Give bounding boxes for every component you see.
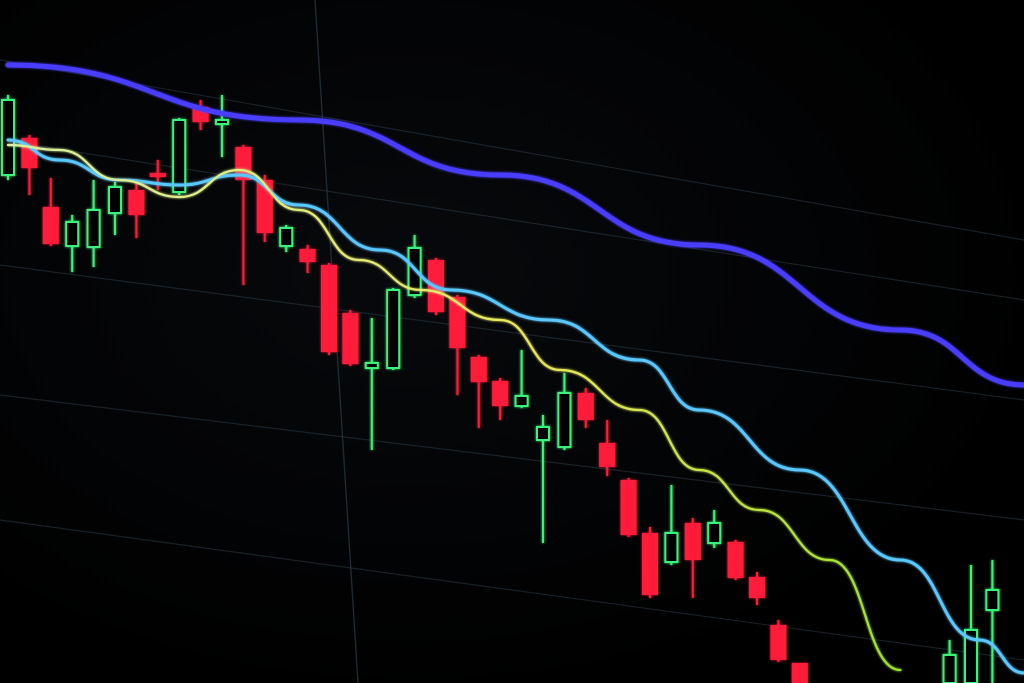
candle-body	[727, 542, 744, 578]
grid-line-horizontal	[0, 394, 1024, 521]
candle-body	[684, 523, 701, 560]
candle-body	[108, 186, 122, 214]
candle-body	[599, 443, 616, 467]
candle-up	[942, 640, 957, 683]
grid-line-horizontal	[0, 139, 1024, 301]
candle-body	[470, 357, 487, 382]
candle-up	[407, 235, 422, 298]
candle-body	[321, 265, 337, 352]
candle-body	[770, 625, 787, 660]
candle-body	[964, 629, 978, 683]
candle-body	[707, 522, 722, 544]
candle-down	[642, 527, 658, 598]
candle-up	[1, 95, 15, 180]
candle-down	[321, 263, 337, 355]
grid-line-horizontal	[0, 519, 1024, 661]
candle-body	[942, 654, 957, 683]
candle-body	[791, 663, 808, 683]
candle-up	[364, 318, 379, 450]
candle-body	[536, 426, 550, 441]
candle-body	[664, 532, 679, 563]
candle-body	[514, 395, 529, 407]
candle-body	[215, 119, 229, 125]
candle-up	[536, 415, 550, 543]
candle-body	[42, 207, 59, 244]
candle-down	[470, 355, 487, 428]
candle-up	[86, 180, 101, 267]
candle-down	[727, 540, 744, 580]
candle-body	[492, 381, 509, 406]
candle-down	[749, 572, 765, 605]
line-ma_mid	[6, 138, 1024, 675]
candle-body	[256, 180, 273, 233]
candle-body	[364, 362, 379, 369]
grid-line-horizontal	[0, 264, 1024, 401]
candle-up	[65, 215, 80, 272]
candle-down	[684, 518, 701, 598]
candle-down	[599, 420, 616, 476]
candle-down	[449, 295, 466, 395]
candle-body	[65, 221, 80, 247]
candle-up	[386, 288, 401, 370]
candle-body	[279, 227, 294, 247]
candle-down	[620, 478, 637, 537]
candle-body	[149, 173, 166, 177]
candle-body	[449, 297, 466, 348]
candle-body	[128, 190, 145, 215]
candle-body	[342, 313, 359, 364]
candle-body	[386, 289, 401, 369]
candle-down	[128, 180, 145, 238]
candle-body	[642, 533, 658, 595]
candle-body	[749, 577, 765, 598]
candle-down	[235, 145, 252, 285]
line-ma_fast	[6, 143, 902, 672]
candle-body	[620, 480, 637, 535]
candle-up	[215, 95, 229, 157]
candle-up	[557, 373, 572, 450]
candle-body	[1, 99, 15, 176]
candle-up	[707, 510, 722, 548]
candle-body	[577, 393, 594, 420]
candle-down	[492, 378, 509, 420]
candle-up	[514, 350, 529, 408]
line-ma_slow	[5, 62, 1024, 388]
candle-body	[299, 249, 316, 262]
candle-body	[86, 209, 101, 248]
candle-body	[985, 589, 1000, 611]
candle-down	[577, 388, 594, 428]
moving-average-lines	[5, 62, 1024, 675]
candles	[1, 95, 1000, 683]
candle-down	[770, 620, 787, 662]
candle-body	[172, 119, 187, 193]
candle-down	[342, 310, 359, 366]
candle-down	[299, 245, 316, 273]
candle-up	[108, 182, 122, 235]
grid-line-horizontal	[0, 59, 1024, 241]
candle-up	[985, 560, 1000, 683]
candle-down	[791, 663, 808, 683]
candle-body	[407, 247, 422, 296]
candle-up	[664, 485, 679, 565]
candle-body	[557, 392, 572, 448]
candle-up	[964, 565, 978, 683]
candle-down	[42, 178, 59, 246]
candle-up	[172, 118, 187, 195]
candle-up	[279, 225, 294, 252]
